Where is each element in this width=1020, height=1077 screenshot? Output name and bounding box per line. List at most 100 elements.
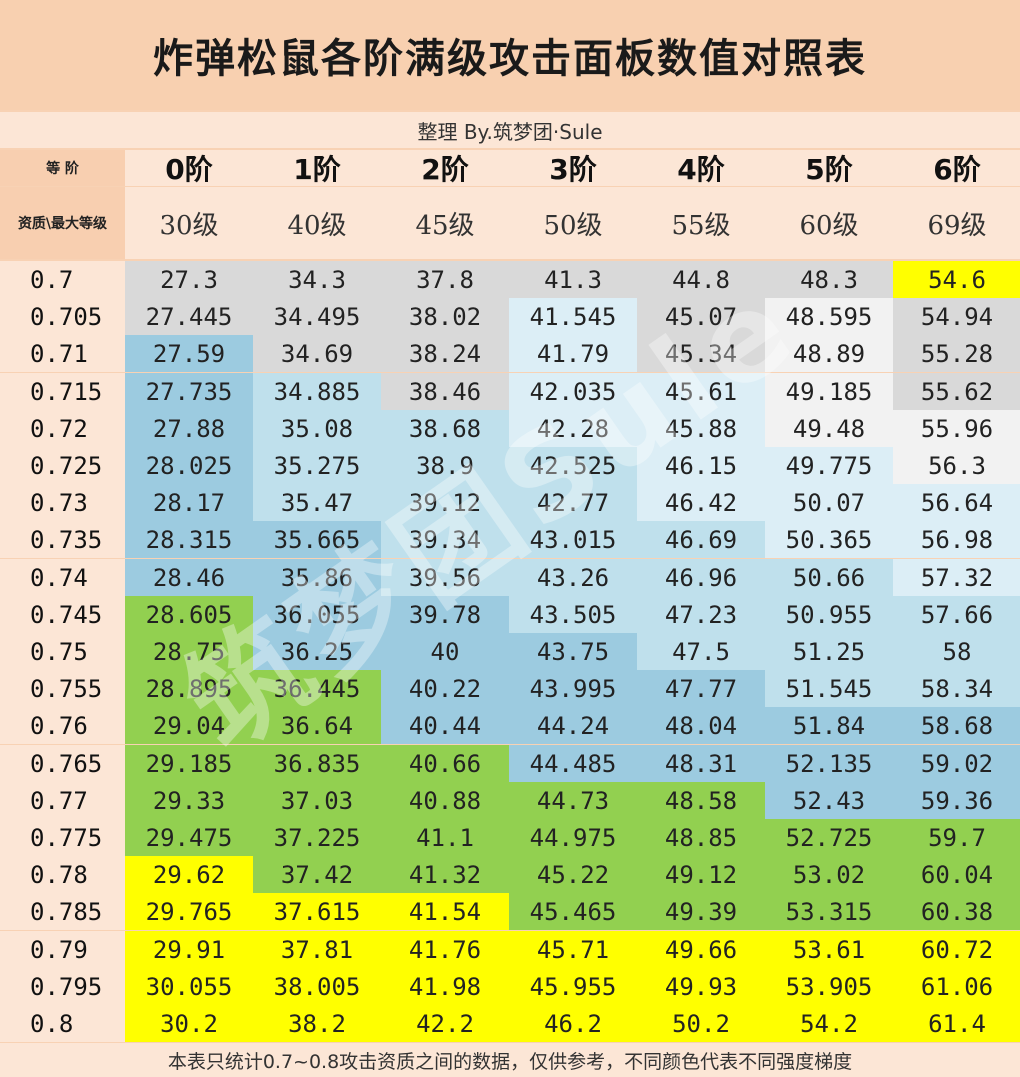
level-header-label: 资质\最大等级	[0, 187, 125, 259]
table-cell: 57.66	[893, 596, 1020, 633]
table-cell: 27.735	[125, 373, 253, 410]
table-cell: 44.975	[509, 819, 637, 856]
table-cell: 45.955	[509, 968, 637, 1005]
tier-header: 2阶	[381, 150, 509, 186]
table-cell: 41.54	[381, 893, 509, 930]
table-cell: 30.2	[125, 1005, 253, 1042]
row-label: 0.74	[0, 559, 125, 596]
table-cell: 43.015	[509, 521, 637, 558]
row-label: 0.7	[0, 261, 125, 298]
table-cell: 37.03	[253, 782, 381, 819]
table-cell: 46.15	[637, 447, 765, 484]
table-cell: 38.9	[381, 447, 509, 484]
table-cell: 60.04	[893, 856, 1020, 893]
table-cell: 54.94	[893, 298, 1020, 335]
table-cell: 27.445	[125, 298, 253, 335]
table-cell: 28.315	[125, 521, 253, 558]
table-cell: 46.42	[637, 484, 765, 521]
table-cell: 61.06	[893, 968, 1020, 1005]
table-cell: 27.3	[125, 261, 253, 298]
table-cell: 41.545	[509, 298, 637, 335]
table-cell: 29.91	[125, 931, 253, 968]
table-cell: 49.93	[637, 968, 765, 1005]
table-cell: 59.7	[893, 819, 1020, 856]
table-cell: 45.07	[637, 298, 765, 335]
table-cell: 41.79	[509, 335, 637, 372]
table-cell: 56.3	[893, 447, 1020, 484]
table-cell: 40.22	[381, 670, 509, 707]
row-label: 0.755	[0, 670, 125, 707]
row-label: 0.795	[0, 968, 125, 1005]
table-cell: 45.34	[637, 335, 765, 372]
row-label: 0.73	[0, 484, 125, 521]
table-cell: 49.39	[637, 893, 765, 930]
table-cell: 42.525	[509, 447, 637, 484]
table-cell: 36.445	[253, 670, 381, 707]
table-cell: 28.895	[125, 670, 253, 707]
level-header: 40级	[253, 187, 381, 259]
table-cell: 43.505	[509, 596, 637, 633]
table-cell: 28.605	[125, 596, 253, 633]
table-cell: 36.25	[253, 633, 381, 670]
table-cell: 40.44	[381, 707, 509, 744]
table-cell: 38.46	[381, 373, 509, 410]
table-cell: 28.75	[125, 633, 253, 670]
table-cell: 53.02	[765, 856, 893, 893]
level-header: 60级	[765, 187, 893, 259]
table-cell: 50.365	[765, 521, 893, 558]
table-cell: 35.08	[253, 410, 381, 447]
table-cell: 53.905	[765, 968, 893, 1005]
table-cell: 36.835	[253, 745, 381, 782]
table-cell: 44.24	[509, 707, 637, 744]
table-cell: 49.12	[637, 856, 765, 893]
tier-header: 5阶	[765, 150, 893, 186]
level-header: 55级	[637, 187, 765, 259]
table-cell: 40.88	[381, 782, 509, 819]
table-cell: 40	[381, 633, 509, 670]
table-cell: 54.6	[893, 261, 1020, 298]
table-cell: 48.31	[637, 745, 765, 782]
table-cell: 49.66	[637, 931, 765, 968]
row-label: 0.765	[0, 745, 125, 782]
row-label: 0.75	[0, 633, 125, 670]
table-cell: 44.73	[509, 782, 637, 819]
row-label: 0.725	[0, 447, 125, 484]
row-label: 0.71	[0, 335, 125, 372]
table-cell: 52.725	[765, 819, 893, 856]
table-cell: 45.465	[509, 893, 637, 930]
row-label: 0.715	[0, 373, 125, 410]
table-cell: 46.69	[637, 521, 765, 558]
tier-header: 6阶	[893, 150, 1020, 186]
level-header: 69级	[893, 187, 1020, 259]
table-cell: 46.96	[637, 559, 765, 596]
table-cell: 37.225	[253, 819, 381, 856]
table-cell: 42.2	[381, 1005, 509, 1042]
table-cell: 56.98	[893, 521, 1020, 558]
page-title: 炸弹松鼠各阶满级攻击面板数值对照表	[0, 0, 1020, 110]
table-cell: 53.315	[765, 893, 893, 930]
row-label: 0.775	[0, 819, 125, 856]
table-cell: 42.28	[509, 410, 637, 447]
row-label: 0.78	[0, 856, 125, 893]
table-cell: 58.34	[893, 670, 1020, 707]
table-cell: 29.185	[125, 745, 253, 782]
table-cell: 46.2	[509, 1005, 637, 1042]
table-cell: 50.66	[765, 559, 893, 596]
table-cell: 37.615	[253, 893, 381, 930]
table-cell: 56.64	[893, 484, 1020, 521]
table-cell: 29.765	[125, 893, 253, 930]
table-cell: 50.2	[637, 1005, 765, 1042]
table-cell: 59.02	[893, 745, 1020, 782]
table-cell: 29.04	[125, 707, 253, 744]
table-cell: 49.185	[765, 373, 893, 410]
table-cell: 42.035	[509, 373, 637, 410]
row-label: 0.79	[0, 931, 125, 968]
table-cell: 28.17	[125, 484, 253, 521]
table-cell: 35.665	[253, 521, 381, 558]
table-cell: 51.25	[765, 633, 893, 670]
table-cell: 49.48	[765, 410, 893, 447]
table-cell: 38.005	[253, 968, 381, 1005]
table-cell: 41.76	[381, 931, 509, 968]
table-cell: 41.98	[381, 968, 509, 1005]
table-cell: 39.78	[381, 596, 509, 633]
